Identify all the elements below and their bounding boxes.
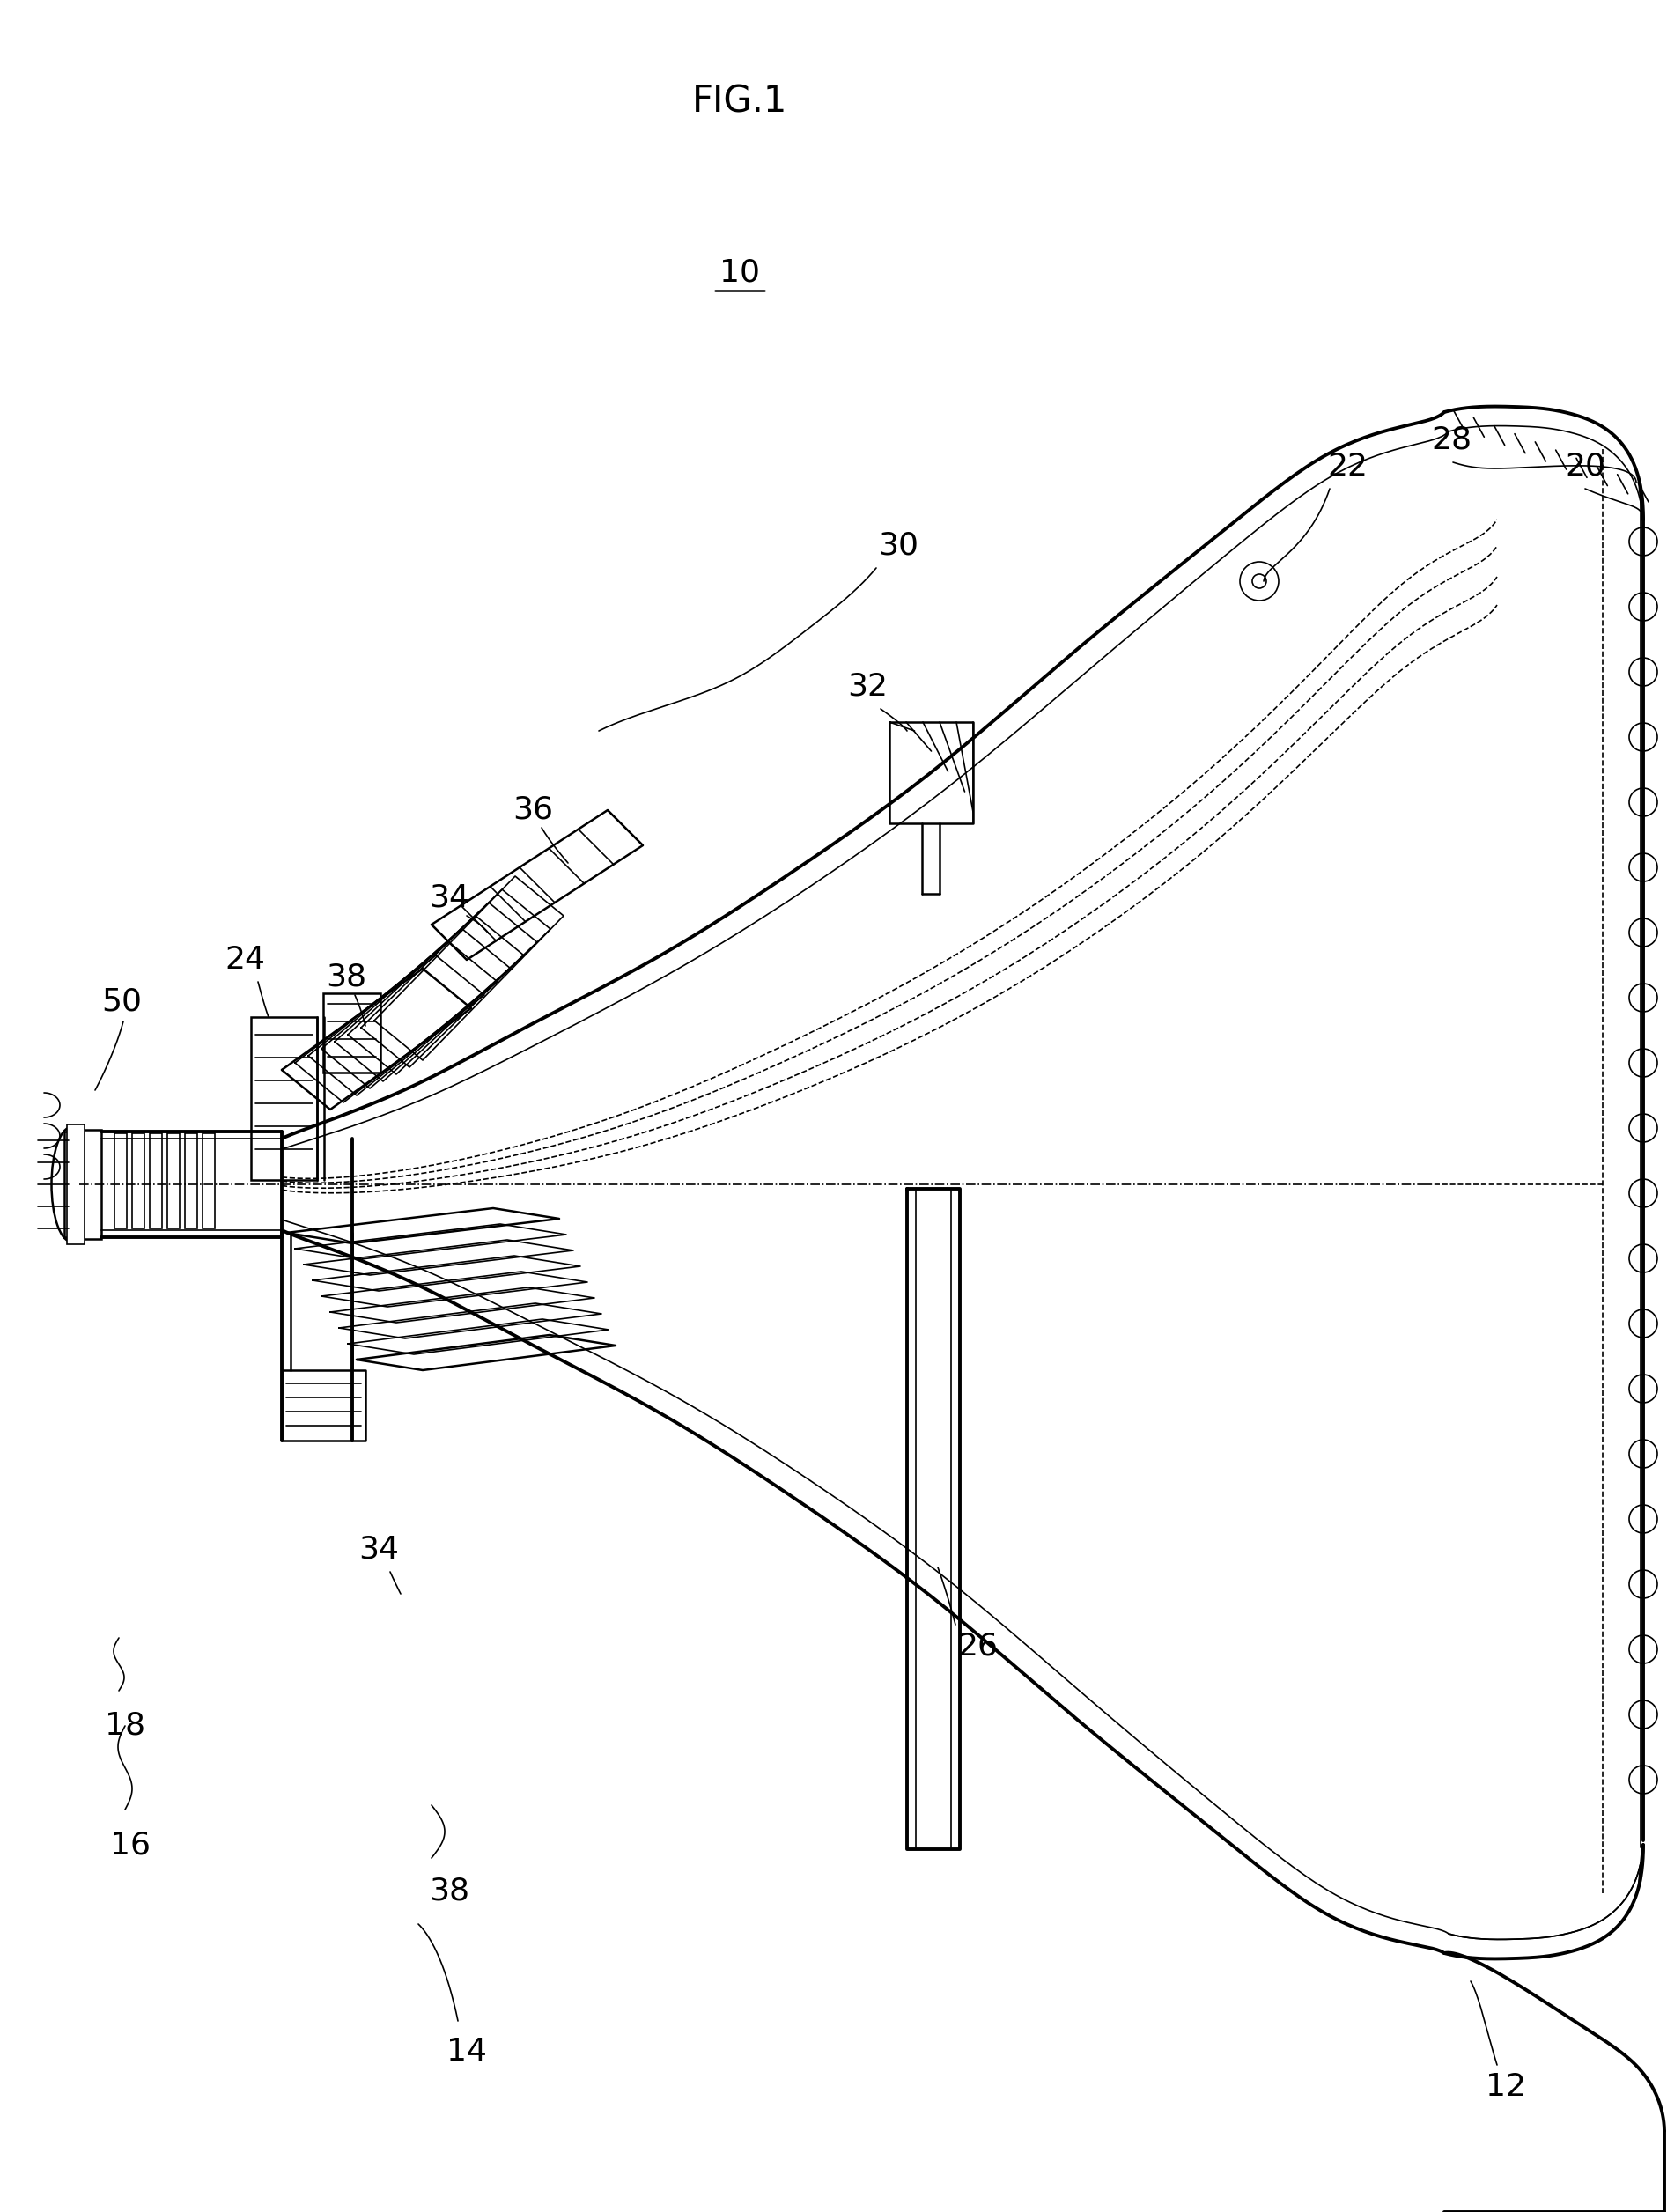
FancyBboxPatch shape bbox=[75, 1130, 102, 1239]
Bar bbox=[252, 1018, 317, 1179]
Text: 26: 26 bbox=[957, 1632, 999, 1661]
Bar bbox=[167, 1133, 180, 1228]
Text: 24: 24 bbox=[225, 945, 265, 975]
Text: 36: 36 bbox=[512, 794, 553, 825]
Text: 20: 20 bbox=[1565, 451, 1605, 482]
Bar bbox=[185, 1133, 197, 1228]
Text: 12: 12 bbox=[1485, 2073, 1525, 2101]
Bar bbox=[323, 993, 380, 1073]
Bar bbox=[67, 1124, 85, 1243]
Bar bbox=[115, 1133, 127, 1228]
Bar bbox=[132, 1133, 145, 1228]
Text: 34: 34 bbox=[428, 883, 470, 914]
Text: FIG.1: FIG.1 bbox=[692, 82, 787, 119]
Text: 16: 16 bbox=[110, 1829, 150, 1860]
Text: 10: 10 bbox=[720, 259, 760, 288]
Text: 22: 22 bbox=[1327, 451, 1367, 482]
Text: 14: 14 bbox=[447, 2037, 487, 2066]
Text: 32: 32 bbox=[847, 672, 887, 701]
Text: 34: 34 bbox=[358, 1535, 398, 1564]
Text: 50: 50 bbox=[102, 987, 142, 1018]
Bar bbox=[150, 1133, 162, 1228]
Bar bbox=[65, 1133, 75, 1237]
Bar bbox=[203, 1133, 215, 1228]
Text: 28: 28 bbox=[1430, 425, 1472, 456]
Text: 38: 38 bbox=[325, 962, 367, 993]
Text: 18: 18 bbox=[105, 1710, 145, 1741]
Text: 30: 30 bbox=[879, 531, 919, 562]
Text: 38: 38 bbox=[428, 1876, 470, 1907]
